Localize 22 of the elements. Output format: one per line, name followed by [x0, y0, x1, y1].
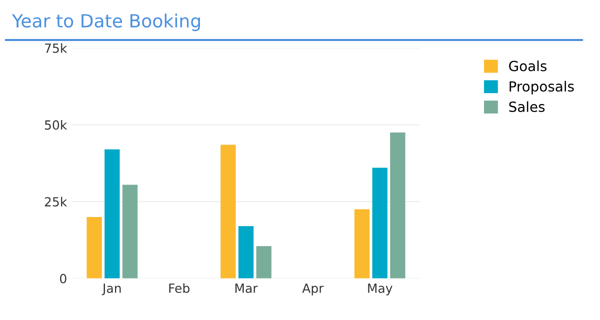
y-tick-label: 25k [44, 196, 68, 207]
x-tick-label: Jan [102, 284, 121, 296]
y-tick-label: 0 [60, 274, 66, 284]
legend-label: Goals [509, 60, 546, 72]
bar [86, 216, 102, 278]
bar [354, 209, 370, 278]
y-tick-label: 75k [45, 43, 68, 53]
bar [104, 149, 120, 278]
x-tick-label: May [368, 284, 392, 296]
x-tick-label: Feb [169, 283, 190, 293]
chart-title: Year to Date Booking [12, 14, 200, 32]
bar [390, 132, 406, 278]
x-tick-label: Mar [235, 284, 258, 293]
bar [372, 168, 388, 278]
legend-label: Sales [509, 101, 545, 112]
x-tick-label: Apr [302, 284, 324, 296]
bar [220, 144, 236, 278]
y-tick-label: 50k [44, 120, 68, 130]
bar [122, 184, 138, 278]
legend-label: Proposals [510, 80, 574, 94]
bar [256, 246, 272, 278]
bar [238, 226, 254, 278]
